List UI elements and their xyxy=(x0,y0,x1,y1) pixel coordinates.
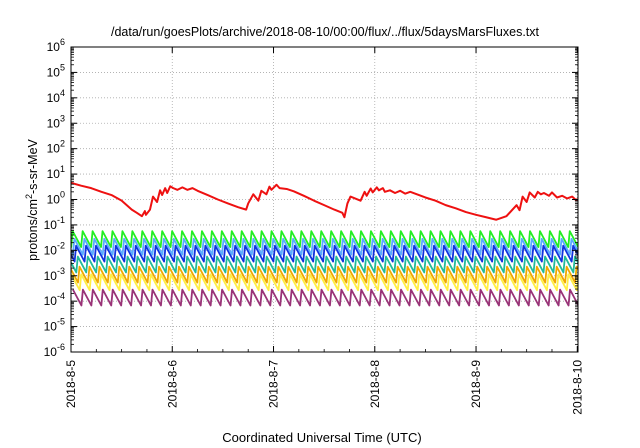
x-tick-label: 2018-8-5 xyxy=(64,360,78,408)
x-tick-label: 2018-8-7 xyxy=(267,360,281,408)
y-tick-label-exp: -1 xyxy=(57,215,65,225)
grid xyxy=(71,47,578,352)
series-line xyxy=(71,230,578,248)
y-tick-label: 106 xyxy=(47,37,65,54)
y-tick-label-base: 10 xyxy=(47,116,61,130)
series-line xyxy=(71,265,578,284)
plot-frame xyxy=(70,46,579,353)
x-tick-label: 2018-8-8 xyxy=(368,360,382,408)
y-tick-label-exp: 1 xyxy=(60,164,65,174)
y-tick-label: 10-2 xyxy=(44,240,65,257)
y-tick-label: 105 xyxy=(47,62,65,79)
y-tick-label-base: 10 xyxy=(44,243,58,257)
y-tick-label: 100 xyxy=(47,190,65,207)
y-tick-label-exp: -6 xyxy=(57,342,65,352)
y-tick-label-exp: 5 xyxy=(60,62,65,72)
series-line xyxy=(71,273,578,292)
series-line xyxy=(71,255,578,274)
series-line xyxy=(71,244,578,263)
series-line xyxy=(72,288,578,307)
axis-ticks: 10-610-510-410-310-210-11001011021031041… xyxy=(44,37,585,415)
y-tick-label: 10-4 xyxy=(44,291,65,308)
y-tick-label-exp: 2 xyxy=(60,139,65,149)
y-axis-label-base: protons/cm xyxy=(26,199,40,261)
y-axis-label-rest: -s-sr-MeV xyxy=(26,138,40,194)
y-tick-label-base: 10 xyxy=(44,269,58,283)
y-tick-label-exp: 0 xyxy=(60,190,65,200)
series-group xyxy=(71,181,578,307)
y-tick-label-exp: 6 xyxy=(60,37,65,47)
series-line xyxy=(71,181,578,221)
x-tick-label: 2018-8-9 xyxy=(469,360,483,408)
y-tick-label-base: 10 xyxy=(47,40,61,54)
y-tick-label-base: 10 xyxy=(44,218,58,232)
y-tick-label-base: 10 xyxy=(47,91,61,105)
y-tick-label: 104 xyxy=(47,88,65,105)
y-tick-label: 10-5 xyxy=(44,317,65,334)
x-tick-label: 2018-8-10 xyxy=(570,360,584,415)
y-tick-label-exp: -3 xyxy=(57,266,65,276)
series-line xyxy=(71,237,578,256)
y-tick-label-base: 10 xyxy=(47,142,61,156)
y-tick-label-base: 10 xyxy=(47,193,61,207)
y-tick-label-exp: -5 xyxy=(57,317,65,327)
y-tick-label: 101 xyxy=(47,164,65,181)
y-axis-label: protons/cm2-s-sr-MeV xyxy=(24,138,40,260)
y-tick-label-base: 10 xyxy=(47,65,61,79)
y-tick-label-base: 10 xyxy=(44,294,58,308)
y-tick-label-base: 10 xyxy=(47,167,61,181)
y-tick-label-exp: 3 xyxy=(60,113,65,123)
y-tick-label-exp: -4 xyxy=(57,291,65,301)
y-axis-label-sup: 2 xyxy=(24,194,34,199)
y-tick-label: 103 xyxy=(47,113,65,130)
y-tick-label: 102 xyxy=(47,139,65,156)
y-tick-label-exp: 4 xyxy=(60,88,65,98)
x-tick-label: 2018-8-6 xyxy=(165,360,179,408)
y-tick-label: 10-6 xyxy=(44,342,65,359)
y-tick-label: 10-3 xyxy=(44,266,65,283)
y-tick-label-exp: -2 xyxy=(57,240,65,250)
x-axis-label: Coordinated Universal Time (UTC) xyxy=(222,430,421,445)
y-tick-label: 10-1 xyxy=(44,215,65,232)
y-tick-label-base: 10 xyxy=(44,345,58,359)
chart-title: /data/run/goesPlots/archive/2018-08-10/0… xyxy=(111,25,540,39)
y-tick-label-base: 10 xyxy=(44,320,58,334)
